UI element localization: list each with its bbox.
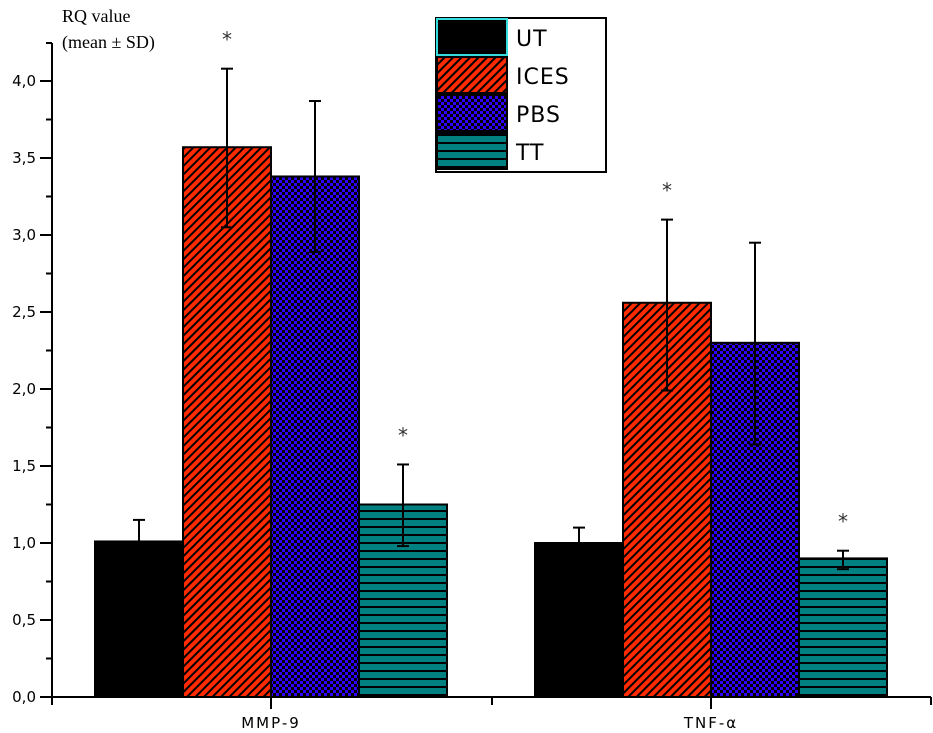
significance-star: * bbox=[222, 28, 232, 52]
y-tick-label: 2,5 bbox=[12, 303, 36, 321]
y-tick-label: 0,5 bbox=[12, 611, 36, 629]
y-tick-label: 2,0 bbox=[12, 380, 36, 398]
legend-swatch-ices bbox=[436, 56, 508, 94]
legend: UT ICES PBS TT bbox=[435, 17, 607, 173]
legend-label-ut: UT bbox=[516, 27, 548, 52]
x-category-label: MMP-9 bbox=[241, 714, 301, 732]
y-axis-label-line1: RQ value bbox=[62, 6, 130, 26]
bar-pbs-mmp9 bbox=[270, 175, 360, 699]
legend-label-ices: ICES bbox=[516, 65, 570, 90]
legend-label-tt: TT bbox=[515, 141, 545, 166]
bars-group bbox=[94, 146, 888, 699]
x-category-label: TNF-α bbox=[683, 714, 738, 732]
significance-markers: * * * * bbox=[222, 28, 848, 534]
bar-ut-tnf-alpha bbox=[534, 542, 624, 698]
legend-swatch-tt bbox=[436, 132, 508, 170]
y-tick-label: 3,5 bbox=[12, 149, 36, 167]
significance-star: * bbox=[398, 423, 408, 447]
error-bars-group bbox=[133, 67, 849, 571]
y-axis-label: RQ value (mean ± SD) bbox=[62, 6, 155, 53]
y-tick-label: 1,5 bbox=[12, 457, 36, 475]
bar-tt-tnf-alpha bbox=[798, 557, 888, 699]
y-tick-label: 0,0 bbox=[12, 688, 36, 706]
significance-star: * bbox=[662, 179, 672, 203]
y-tick-label: 4,0 bbox=[12, 72, 36, 90]
legend-swatch-pbs bbox=[436, 94, 508, 132]
y-axis-label-line2: (mean ± SD) bbox=[62, 32, 155, 53]
significance-star: * bbox=[838, 510, 848, 534]
axes: 0,0 0,5 1,0 1,5 2,0 2,5 3,0 3,5 4,0 MMP-9 TNF-α bbox=[12, 42, 932, 732]
bar-ut-mmp9 bbox=[94, 540, 184, 699]
legend-label-pbs: PBS bbox=[516, 103, 561, 128]
legend-swatch-ut bbox=[436, 18, 508, 56]
bar-ices-mmp9 bbox=[182, 146, 272, 699]
y-tick-label: 1,0 bbox=[12, 534, 36, 552]
y-tick-label: 3,0 bbox=[12, 226, 36, 244]
